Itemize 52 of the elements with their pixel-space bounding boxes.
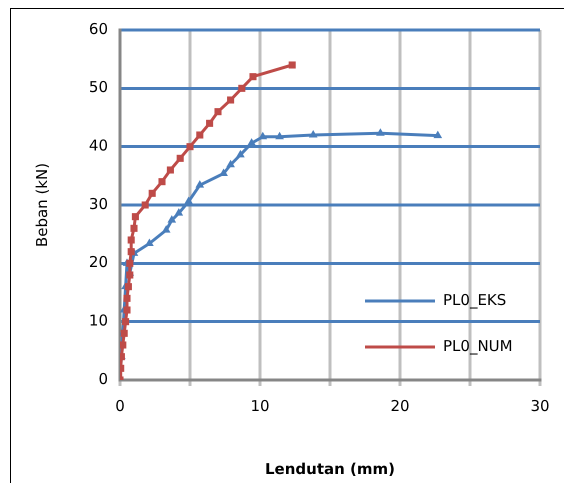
point: [158, 178, 166, 186]
y-tick-label: 40: [88, 136, 108, 155]
y-tick-label: 10: [88, 312, 108, 330]
point: [166, 166, 174, 174]
point: [176, 154, 184, 162]
point: [123, 294, 131, 302]
point: [186, 143, 194, 150]
point: [238, 84, 246, 92]
y-tick-label: 50: [88, 78, 108, 96]
point: [174, 208, 184, 216]
point: [247, 138, 256, 146]
point: [128, 248, 135, 256]
point: [124, 283, 132, 290]
point: [130, 224, 138, 232]
y-tick-label: 20: [88, 253, 108, 272]
point: [167, 215, 176, 223]
point: [376, 128, 385, 136]
point: [195, 180, 204, 188]
legend-label: PL0_EKS: [443, 290, 506, 309]
legend-label: PL0_NUM: [443, 336, 513, 355]
point: [162, 225, 171, 233]
point: [236, 150, 245, 158]
point: [123, 306, 131, 314]
point: [120, 341, 126, 349]
point: [214, 108, 222, 116]
point: [226, 160, 235, 168]
y-tick-label: 0: [98, 370, 108, 388]
point: [206, 120, 214, 127]
y-axis-title: Beban (kN): [32, 162, 51, 248]
x-tick-label: 30: [530, 396, 550, 415]
point: [184, 196, 193, 204]
point: [122, 318, 130, 326]
point: [126, 260, 134, 267]
y-tick-label: 60: [88, 20, 108, 38]
point: [132, 213, 139, 220]
point: [288, 61, 296, 69]
point: [142, 201, 149, 209]
point: [433, 130, 442, 138]
point: [126, 271, 134, 279]
x-axis-title: Lendutan (mm): [265, 460, 395, 478]
point: [308, 130, 318, 138]
point: [275, 132, 284, 140]
point: [148, 190, 156, 197]
point: [128, 236, 135, 244]
x-tick-label: 10: [250, 396, 270, 415]
point: [249, 73, 257, 80]
x-tick-label: 0: [115, 396, 125, 415]
x-tick-label: 20: [390, 396, 410, 415]
y-tick-label: 30: [88, 194, 108, 213]
point: [145, 238, 154, 246]
point: [227, 96, 234, 104]
point: [196, 131, 204, 139]
